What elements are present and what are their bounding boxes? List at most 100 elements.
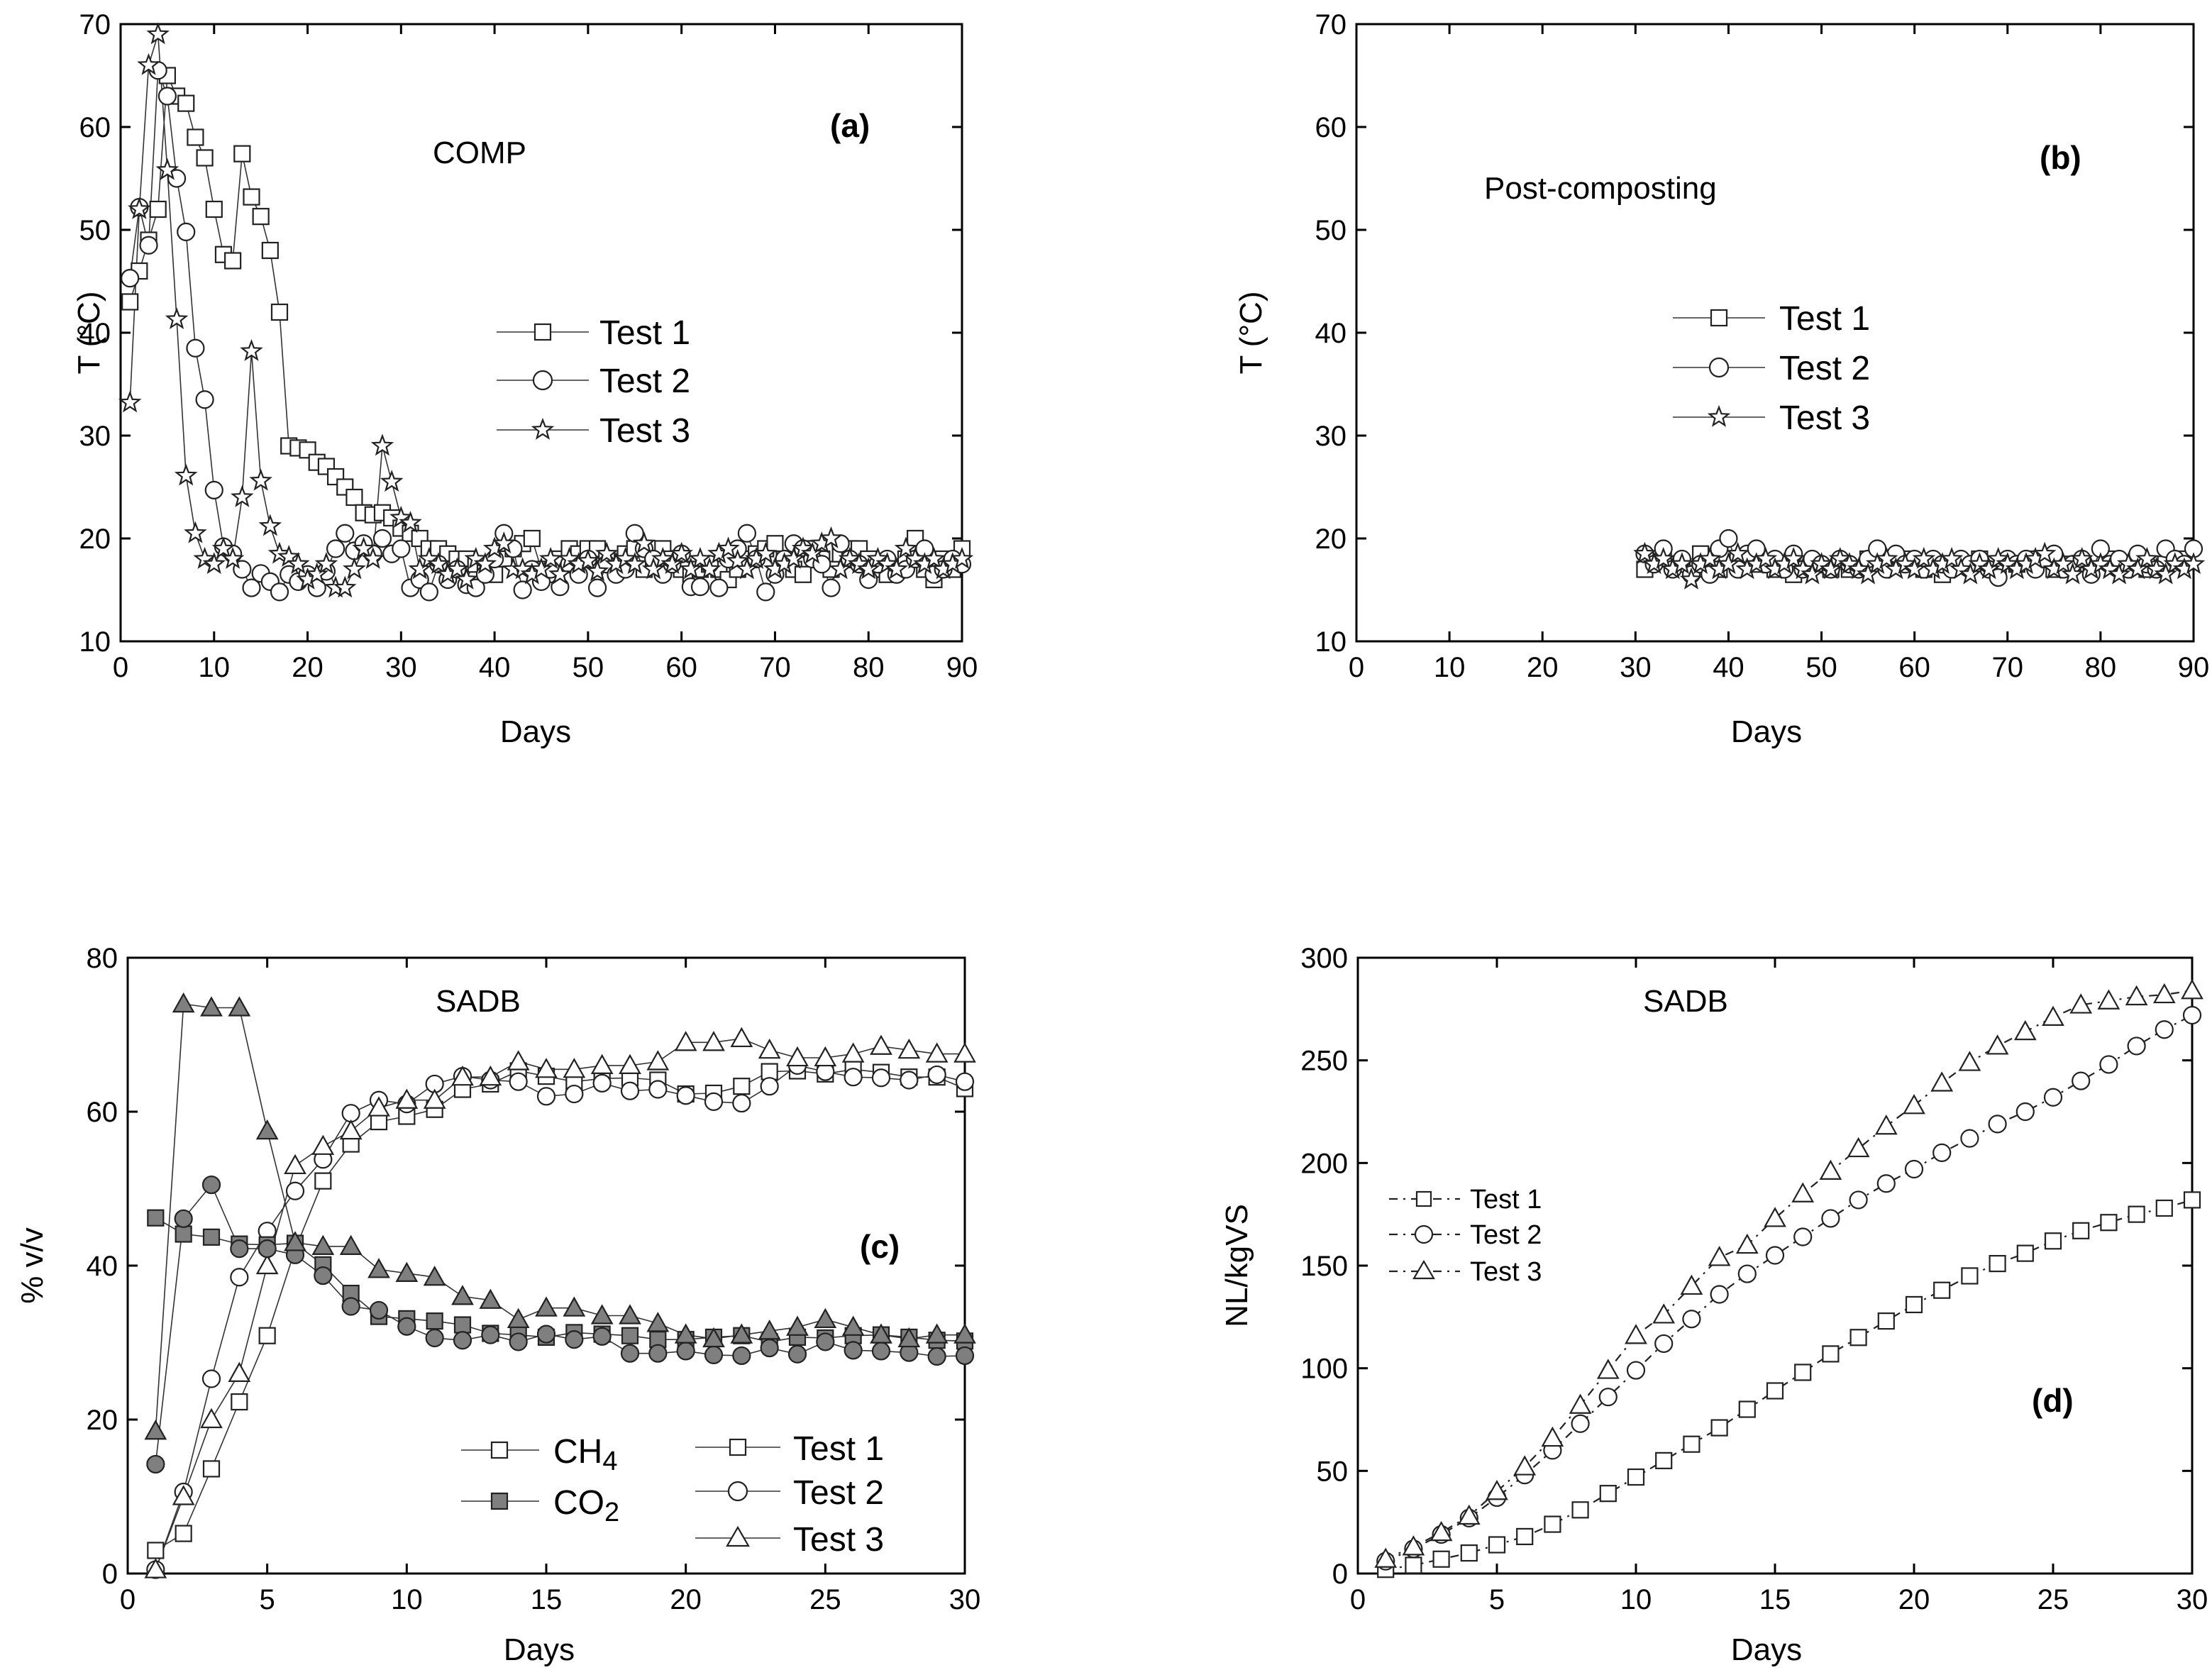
data-point — [1626, 1361, 1646, 1380]
panel-c-legend-test2: Test 2 — [793, 1474, 884, 1512]
data-point — [1625, 1324, 1647, 1344]
data-point — [688, 546, 712, 569]
legend-marker-star — [1707, 404, 1731, 427]
data-point — [204, 480, 223, 499]
data-point — [230, 1268, 249, 1287]
data-point — [243, 188, 260, 206]
data-point — [922, 546, 946, 569]
x-tick-label: 15 — [1759, 1584, 1791, 1615]
data-point — [1793, 1227, 1813, 1246]
data-point — [590, 1054, 614, 1075]
data-point — [146, 1454, 165, 1474]
data-point — [758, 1038, 781, 1059]
data-point — [367, 1258, 390, 1278]
data-point — [651, 546, 675, 569]
x-tick-label: 5 — [1489, 1584, 1505, 1615]
data-point — [632, 531, 656, 554]
data-point — [1801, 562, 1824, 585]
y-tick-label: 60 — [1315, 112, 1347, 143]
data-point — [2052, 552, 2075, 575]
data-point — [1754, 546, 1778, 569]
data-point — [646, 1312, 670, 1332]
data-point — [885, 557, 909, 580]
data-point — [1708, 1246, 1731, 1266]
data-point — [202, 1228, 221, 1246]
data-point — [118, 390, 142, 413]
data-point — [816, 1332, 835, 1351]
data-point — [1432, 1550, 1450, 1568]
data-point — [732, 1093, 751, 1113]
y-tick-label: 20 — [1315, 524, 1347, 555]
data-point — [451, 1285, 474, 1305]
data-point — [1874, 1115, 1898, 1135]
data-point — [709, 578, 729, 597]
panel-c-legend-ch4: CH4 — [553, 1433, 617, 1476]
panel-b-xlabel: Days — [1731, 714, 1802, 749]
data-point — [2097, 989, 2120, 1010]
legend-marker-triangle — [1412, 1259, 1435, 1280]
legend-marker-triangle — [726, 1525, 750, 1547]
data-point — [927, 1346, 946, 1366]
data-point — [1569, 1393, 1592, 1414]
data-point — [787, 1344, 807, 1364]
data-point — [2127, 1036, 2146, 1056]
data-point — [1374, 1547, 1398, 1568]
data-point — [1903, 1094, 1925, 1115]
data-point — [326, 539, 345, 558]
x-tick-label: 50 — [573, 652, 604, 683]
data-point — [844, 1341, 863, 1360]
data-point — [453, 1331, 472, 1350]
data-point — [1710, 1419, 1728, 1437]
data-point — [1810, 552, 1833, 575]
data-point — [221, 546, 245, 569]
data-point — [367, 1096, 390, 1117]
data-point — [565, 1330, 584, 1349]
data-point — [2154, 562, 2177, 585]
data-point — [2061, 562, 2084, 585]
data-point — [1977, 557, 2001, 580]
x-tick-label: 10 — [1620, 1584, 1652, 1615]
data-point — [1940, 546, 1964, 569]
legend-marker-circle — [532, 370, 553, 391]
data-point — [674, 1031, 697, 1051]
y-tick-label: 40 — [1315, 318, 1347, 349]
y-tick-label: 300 — [1300, 943, 1348, 974]
data-point — [548, 562, 572, 585]
data-point — [730, 1027, 753, 1048]
data-point — [2100, 1214, 2118, 1232]
data-point — [267, 541, 292, 564]
panel-c-legend-test3: Test 3 — [793, 1521, 884, 1559]
data-point — [1828, 546, 1852, 569]
y-tick-label: 40 — [79, 318, 111, 349]
x-tick-label: 40 — [1713, 652, 1744, 683]
data-point — [2042, 1005, 2064, 1027]
panel-c-ylabel: % v/v — [15, 1227, 50, 1304]
data-point — [1912, 546, 1936, 569]
data-point — [1849, 1190, 1868, 1210]
data-point — [760, 1338, 779, 1358]
y-tick-label: 100 — [1300, 1354, 1348, 1385]
data-point — [2072, 1222, 2090, 1239]
x-tick-label: 20 — [1898, 1584, 1930, 1615]
data-point — [576, 548, 600, 571]
panel-d-tag: (d) — [2032, 1382, 2074, 1419]
data-point — [2155, 1199, 2173, 1217]
data-point — [1766, 1382, 1784, 1400]
data-point — [844, 1068, 863, 1087]
data-point — [1986, 546, 2010, 569]
data-point — [1903, 557, 1926, 580]
data-point — [333, 575, 357, 598]
data-point — [352, 536, 375, 559]
legend-marker-square-filled — [490, 1492, 509, 1510]
data-point — [446, 557, 469, 580]
data-point — [523, 529, 541, 548]
data-point — [955, 1072, 975, 1091]
data-point — [875, 552, 899, 575]
data-point — [1457, 1504, 1481, 1525]
data-point — [258, 514, 282, 536]
data-point — [841, 1315, 865, 1336]
x-tick-label: 20 — [670, 1584, 702, 1615]
data-point — [1791, 1182, 1815, 1202]
